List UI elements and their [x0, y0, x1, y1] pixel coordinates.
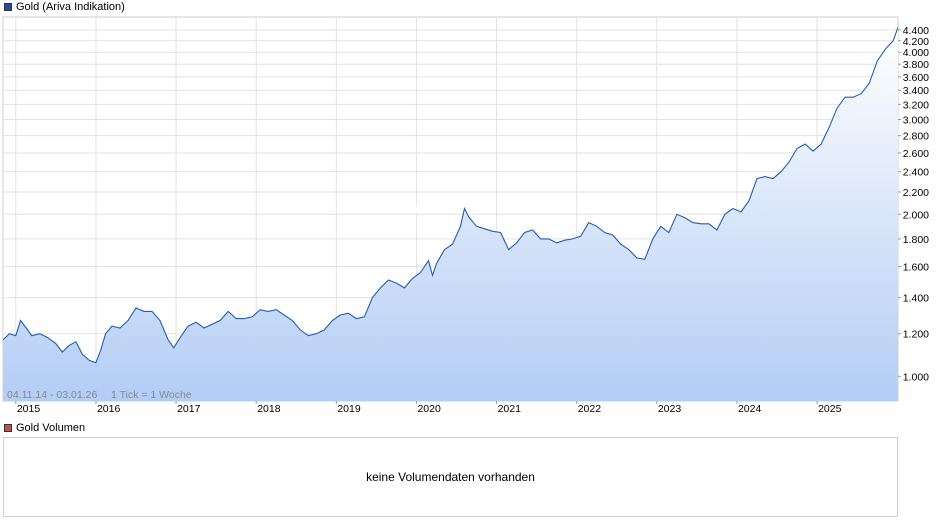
y-tick-label: 2.400 [903, 167, 929, 179]
volume-panel: keine Volumendaten vorhanden [3, 437, 898, 517]
x-tick-label: 2017 [177, 403, 201, 415]
y-tick-label: 2.000 [903, 209, 929, 221]
legend-label-gold: Gold (Ariva Indikation) [16, 1, 125, 13]
y-tick-label: 3.200 [903, 99, 929, 111]
x-tick-label: 2020 [417, 403, 441, 415]
x-tick-label: 2018 [257, 403, 281, 415]
x-tick-label: 2025 [818, 403, 842, 415]
x-axis: 2015 2016 2017 2018 2019 2020 2021 2022 2023 2024… [15, 401, 842, 415]
date-range-label: 04.11.14 - 03.01.26 [7, 389, 97, 401]
y-tick-label: 3.000 [903, 114, 929, 126]
y-tick-label: 1.000 [903, 371, 929, 383]
legend-swatch-gold [4, 3, 12, 11]
x-tick-label: 2016 [97, 403, 121, 415]
y-tick-label: 2.200 [903, 187, 929, 199]
y-tick-label: 4.400 [903, 25, 929, 37]
legend-volume: Gold Volumen [4, 421, 85, 435]
y-tick-label: 1.400 [903, 293, 929, 305]
price-chart[interactable]: ARIVA.DE 1.000 1.200 1.400 1.600 1.800 2.000 2… [0, 0, 940, 420]
y-tick-label: 4.000 [903, 47, 929, 59]
y-axis: 1.000 1.200 1.400 1.600 1.800 2.000 2.200 2.400… [898, 25, 929, 383]
x-tick-label: 2023 [658, 403, 682, 415]
y-tick-label: 1.600 [903, 261, 929, 273]
y-tick-label: 2.600 [903, 148, 929, 160]
legend-main: Gold (Ariva Indikation) [4, 0, 125, 14]
y-tick-label: 3.600 [903, 72, 929, 84]
x-tick-label: 2019 [337, 403, 361, 415]
y-tick-label: 1.200 [903, 329, 929, 341]
y-tick-label: 4.200 [903, 36, 929, 48]
x-tick-label: 2022 [578, 403, 602, 415]
y-tick-label: 3.800 [903, 59, 929, 71]
legend-swatch-volume [4, 424, 12, 432]
y-tick-label: 2.800 [903, 131, 929, 143]
y-tick-label: 1.800 [903, 234, 929, 246]
watermark: ARIVA.DE [382, 193, 488, 218]
x-tick-label: 2015 [17, 403, 41, 415]
price-line [3, 27, 898, 364]
legend-label-volume: Gold Volumen [16, 422, 86, 434]
volume-empty-message: keine Volumendaten vorhanden [366, 470, 535, 484]
price-area [3, 27, 898, 401]
y-tick-label: 3.400 [903, 85, 929, 97]
tick-interval-label: 1 Tick = 1 Woche [111, 389, 192, 401]
x-tick-label: 2021 [498, 403, 522, 415]
x-tick-label: 2024 [738, 403, 762, 415]
